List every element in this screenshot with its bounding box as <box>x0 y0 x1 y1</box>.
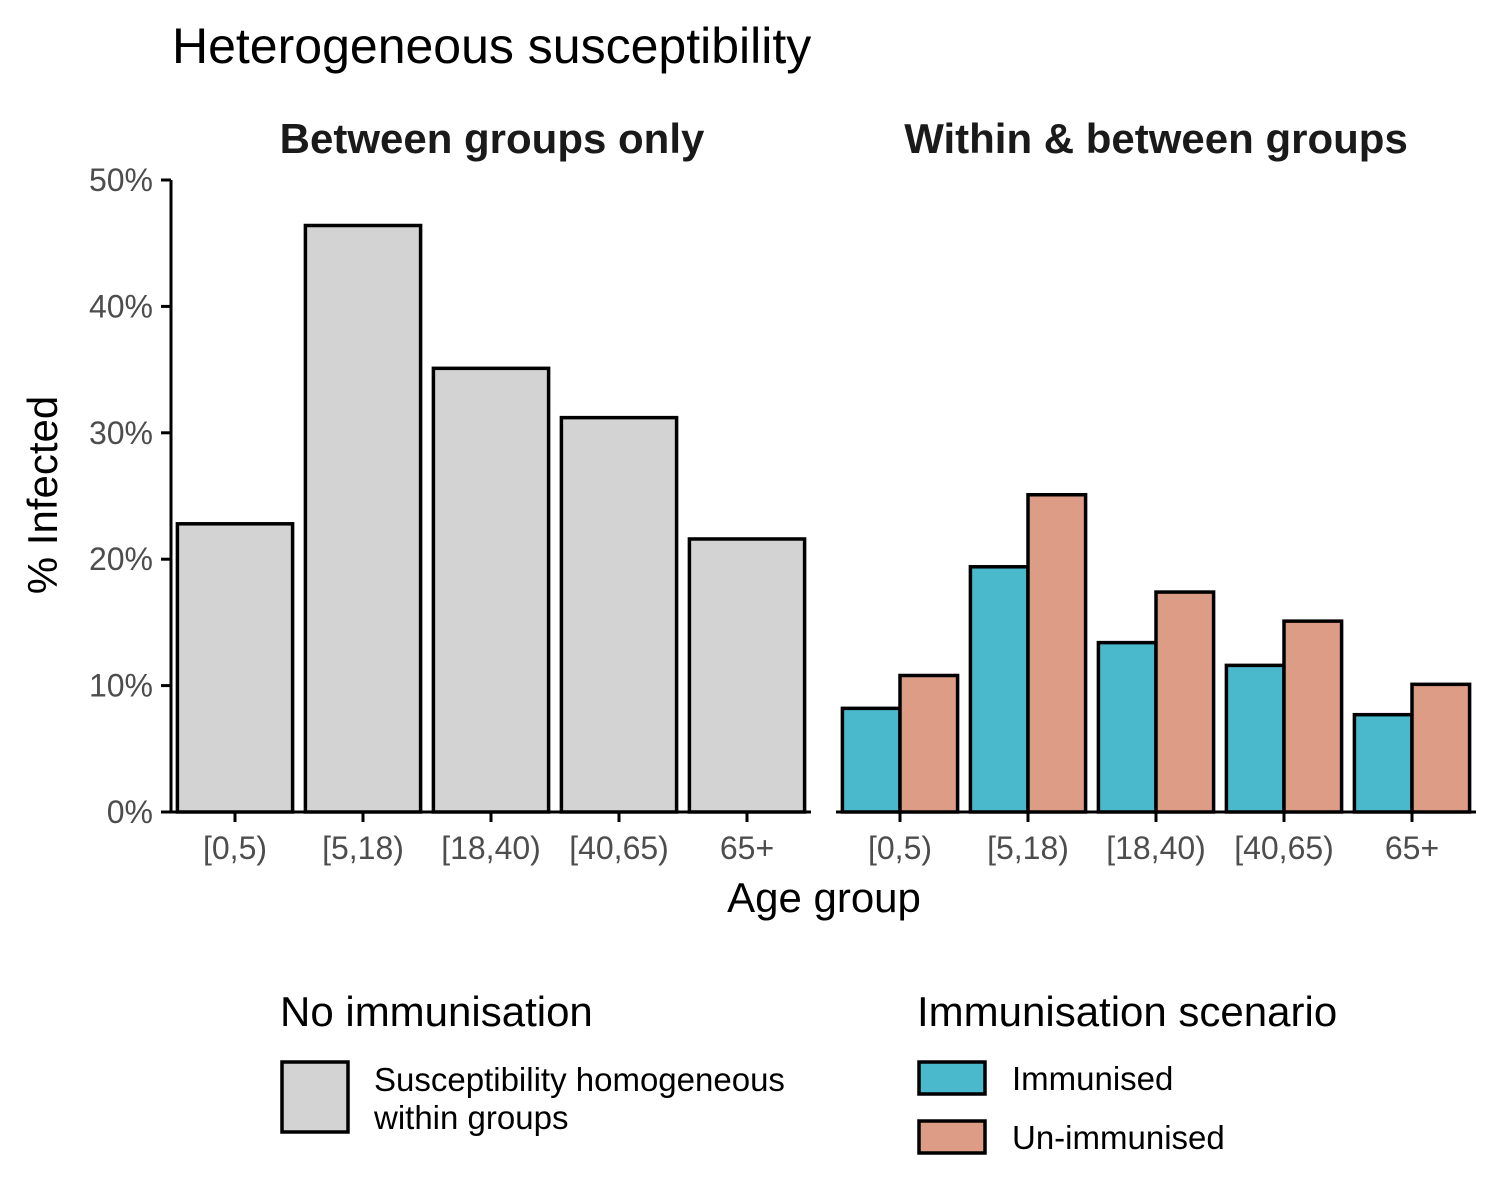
bar <box>1410 682 1472 814</box>
panel-between-groups: [0,5) [5,18) [18,40) [40,65) 65+ <box>171 223 811 866</box>
legend-label-line: Susceptibility homogeneous <box>374 1061 785 1098</box>
x-tick-label: 65+ <box>1385 830 1439 866</box>
bar <box>687 537 807 814</box>
x-tick-label: [40,65) <box>1234 830 1334 866</box>
legend-swatch-un-immunised <box>917 1119 987 1155</box>
legend-label-line: within groups <box>373 1099 568 1136</box>
bar <box>1026 492 1088 814</box>
bar <box>840 706 902 814</box>
facet-strip-left: Between groups only <box>280 115 705 162</box>
x-tick-label: 65+ <box>720 830 774 866</box>
x-tick-label: [18,40) <box>1106 830 1206 866</box>
bar <box>1352 712 1414 814</box>
chart-title: Heterogeneous susceptibility <box>172 18 811 74</box>
y-tick-label: 50% <box>89 162 153 198</box>
legend-immunisation-scenario: Immunisation scenario Immunised Un-immun… <box>917 988 1337 1156</box>
bar <box>303 223 423 814</box>
legend-label-un-immunised: Un-immunised <box>1012 1119 1225 1156</box>
bar <box>1154 590 1216 814</box>
x-tick-label: [5,18) <box>322 830 404 866</box>
legend-title: No immunisation <box>280 988 593 1035</box>
x-tick-label: [5,18) <box>987 830 1069 866</box>
bar <box>898 673 960 814</box>
y-tick-label: 0% <box>107 794 153 830</box>
bar <box>1096 640 1158 814</box>
bar <box>559 415 679 814</box>
bar <box>968 565 1030 814</box>
bar <box>1282 619 1344 814</box>
legend-label-immunised: Immunised <box>1012 1060 1173 1097</box>
x-tick-label: [40,65) <box>569 830 669 866</box>
bar <box>431 366 551 814</box>
x-axis-label: Age group <box>727 874 921 921</box>
panel-within-between-groups: [0,5) [5,18) [18,40) [40,65) 65+ <box>836 492 1476 866</box>
bar <box>175 522 295 814</box>
x-tick-label: [0,5) <box>868 830 932 866</box>
legend-swatch-homogeneous <box>280 1060 350 1134</box>
x-tick-label: [18,40) <box>441 830 541 866</box>
y-tick-label: 40% <box>89 288 153 324</box>
legend-no-immunisation: No immunisation Susceptibility homogeneo… <box>280 988 794 1136</box>
x-tick-label: [0,5) <box>203 830 267 866</box>
bar <box>1224 663 1286 814</box>
y-tick-label: 20% <box>89 541 153 577</box>
y-tick-label: 30% <box>89 415 153 451</box>
legend-swatch-immunised <box>917 1060 987 1096</box>
y-axis-label: % Infected <box>19 396 66 594</box>
y-tick-label: 10% <box>89 668 153 704</box>
legend-title: Immunisation scenario <box>917 988 1337 1035</box>
legend-label: Susceptibility homogeneous within groups <box>373 1061 794 1136</box>
y-axis: 0% 10% 20% 30% 40% 50% <box>89 162 173 830</box>
facet-strip-right: Within & between groups <box>904 115 1408 162</box>
